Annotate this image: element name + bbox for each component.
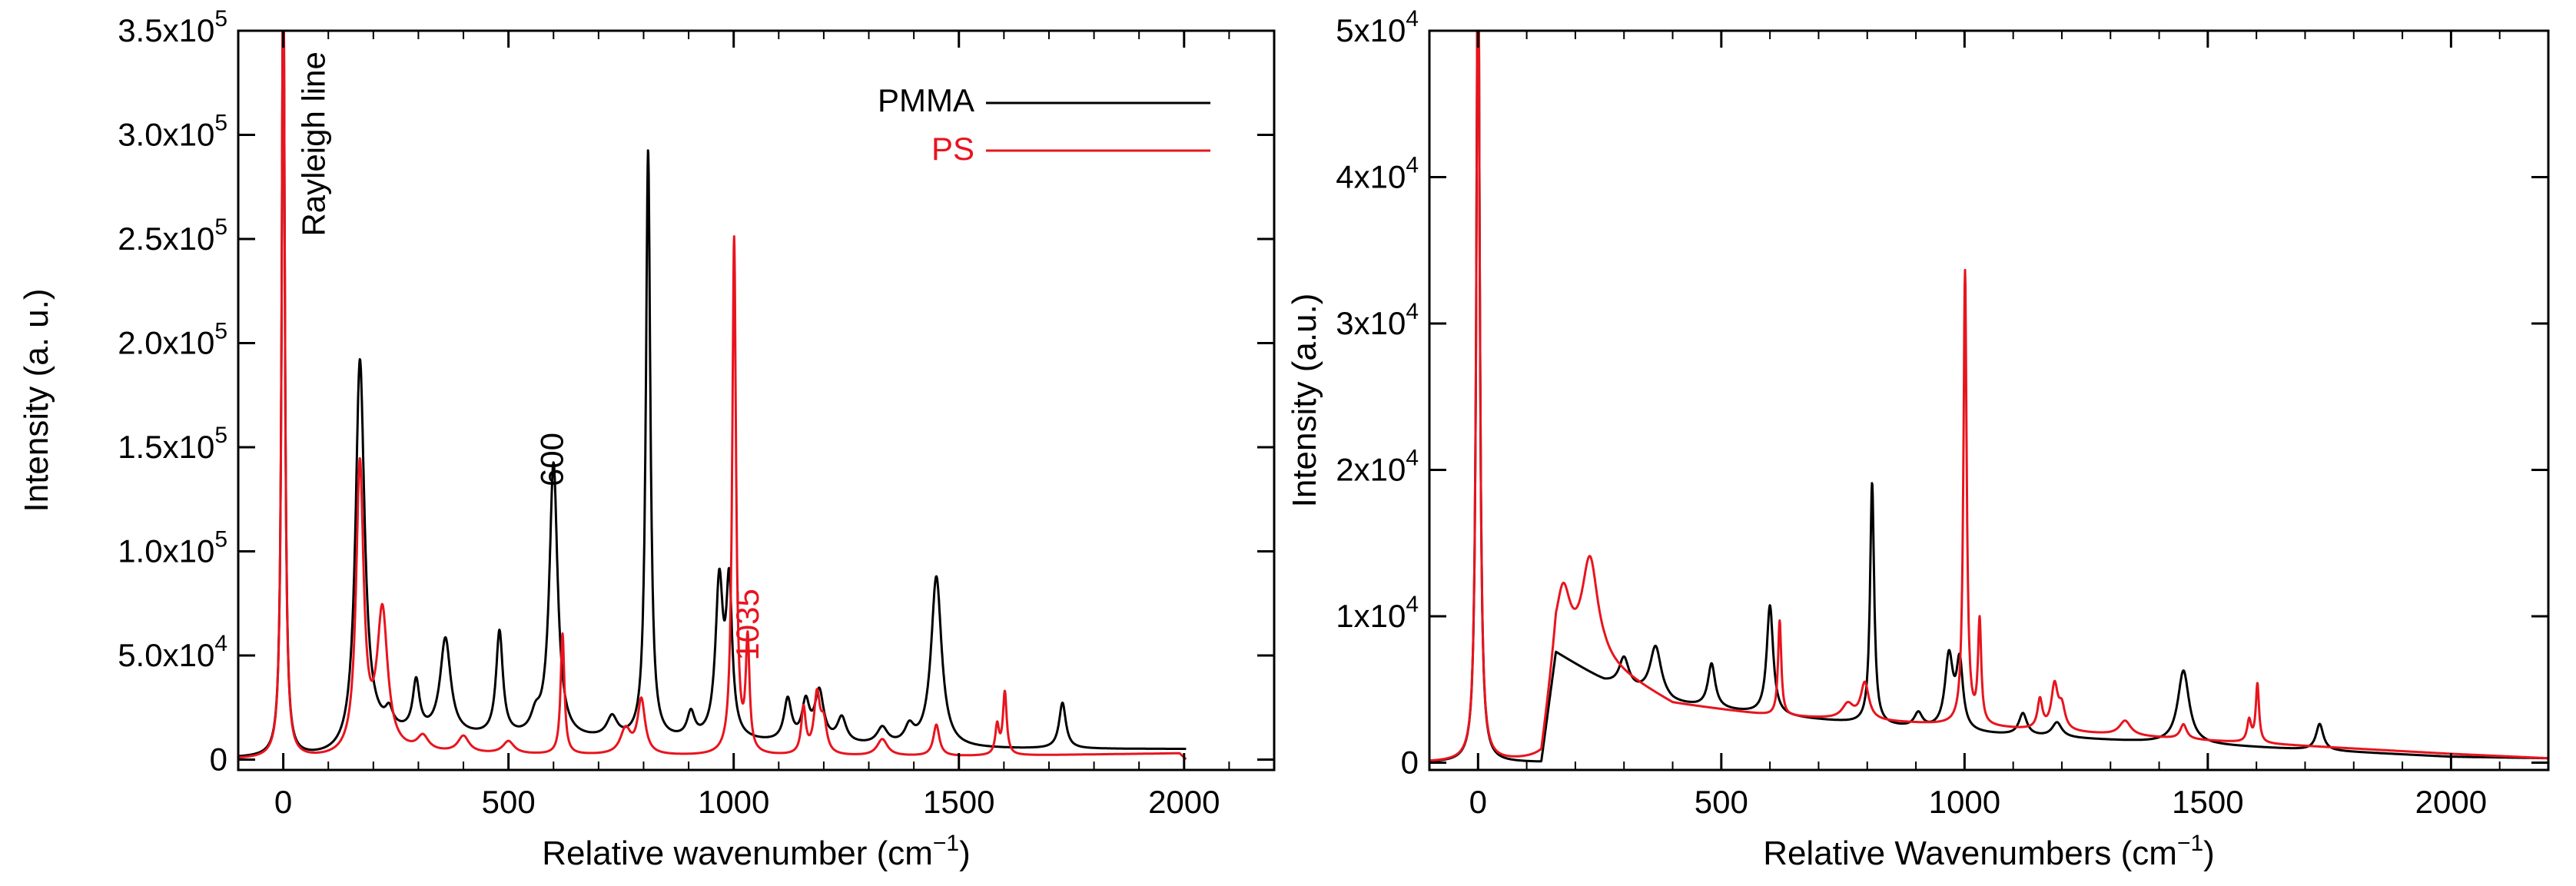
left-x-axis-label: Relative wavenumber (cm−1) xyxy=(542,831,971,872)
left-y-tick-label: 2.5x105 xyxy=(118,214,227,257)
left-y-axis-label: Intensity (a. u.) xyxy=(18,288,55,512)
right-plot-frame xyxy=(1428,29,2550,772)
left-x-tick-label: 1500 xyxy=(923,784,994,820)
left-y-tick-label: 1.5x105 xyxy=(118,423,227,465)
right-y-tick-label: 0 xyxy=(1401,744,1419,780)
right-y-axis-label: Intensity (a.u.) xyxy=(1286,294,1323,508)
left-y-tick-label: 5.0x104 xyxy=(118,631,227,673)
right-x-tick-label: 0 xyxy=(1469,784,1487,820)
legend-label-ps: PS xyxy=(931,131,974,167)
right-x-tick-label: 1000 xyxy=(1929,784,2000,820)
left-annotation-600: 600 xyxy=(533,433,569,486)
left-series-pmma xyxy=(238,31,1187,758)
left-y-tick-label: 2.0x105 xyxy=(118,318,227,360)
right-y-tick-label: 3x104 xyxy=(1336,299,1419,341)
right-y-tick-label: 5x104 xyxy=(1336,6,1419,48)
legend: PMMA PS xyxy=(878,82,1210,167)
left-series-layer xyxy=(238,31,1187,761)
right-x-tick-label: 1500 xyxy=(2172,784,2243,820)
left-annotation-rayleigh-line: Rayleigh line xyxy=(296,51,332,236)
right-x-tick-label: 500 xyxy=(1695,784,1748,820)
left-y-tick-label: 3.0x105 xyxy=(118,110,227,152)
left-x-tick-label: 500 xyxy=(482,784,536,820)
legend-item-pmma: PMMA xyxy=(878,82,1210,118)
left-x-tick-label: 2000 xyxy=(1148,784,1220,820)
left-plot-frame xyxy=(237,29,1276,772)
right-chart: 0 500 1000 1500 2000 0 1x104 2x104 3x104 4x104 5x1… xyxy=(1286,6,2550,872)
right-series-pmma xyxy=(1429,31,2548,763)
right-series-ps xyxy=(1429,31,2548,762)
left-annotation-1035: 1035 xyxy=(729,589,765,660)
legend-item-ps: PS xyxy=(931,131,1210,167)
left-y-tick-label: 1.0x105 xyxy=(118,526,227,569)
right-y-tick-label: 1x104 xyxy=(1336,592,1419,634)
right-x-tick-label: 2000 xyxy=(2415,784,2487,820)
left-x-tick-label: 1000 xyxy=(698,784,769,820)
left-series-ps xyxy=(238,31,1187,761)
right-series-layer xyxy=(1429,31,2548,763)
right-ticks-layer: 0 500 1000 1500 2000 0 1x104 2x104 3x104 4x104 5x1… xyxy=(1336,6,2549,820)
left-annotations-layer: Rayleigh line 600 1035 xyxy=(296,51,766,661)
right-x-axis-label: Relative Wavenumbers (cm−1) xyxy=(1763,831,2215,872)
left-y-tick-label: 3.5x105 xyxy=(118,6,227,48)
legend-label-pmma: PMMA xyxy=(878,82,974,118)
right-y-tick-label: 4x104 xyxy=(1336,152,1419,194)
right-y-tick-label: 2x104 xyxy=(1336,445,1419,487)
left-chart: 0 500 1000 1500 2000 0 5.0x104 1.0x105 1.5x105 2.… xyxy=(18,6,1276,872)
left-x-tick-label: 0 xyxy=(274,784,292,820)
left-y-tick-label: 0 xyxy=(210,741,227,777)
left-ticks-layer: 0 500 1000 1500 2000 0 5.0x104 1.0x105 1.5x105 2.… xyxy=(118,6,1275,820)
